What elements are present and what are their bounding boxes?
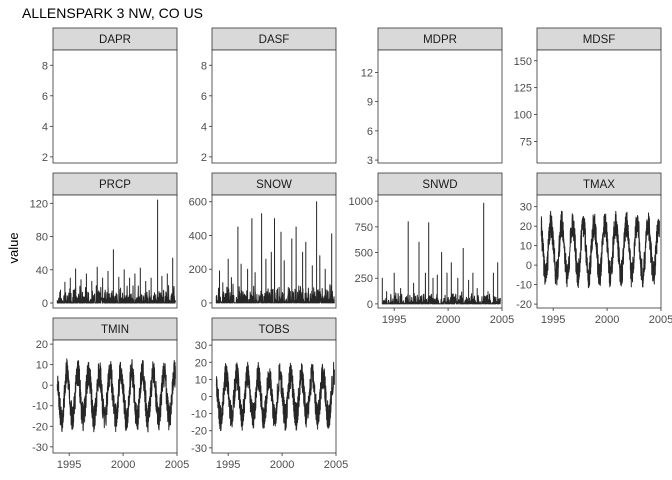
panel-background bbox=[211, 339, 337, 454]
x-tick-label: 1995 bbox=[57, 459, 81, 471]
y-tick-label: 750 bbox=[355, 222, 373, 234]
y-tick-label: 8 bbox=[201, 60, 207, 72]
y-tick-label: 150 bbox=[514, 56, 532, 68]
y-tick-label: 2 bbox=[42, 152, 48, 164]
y-tick-label: 0 bbox=[367, 299, 373, 311]
x-tick-label: 1995 bbox=[541, 314, 565, 326]
x-tick-label: 2005 bbox=[490, 314, 514, 326]
y-tick-label: 1000 bbox=[349, 196, 373, 208]
y-tick-label: 0 bbox=[201, 392, 207, 404]
y-tick-label: 0 bbox=[42, 380, 48, 392]
facet-label: SNWD bbox=[422, 179, 457, 191]
y-tick-label: 20 bbox=[36, 339, 48, 351]
y-tick-label: 0 bbox=[526, 260, 532, 272]
facet-label: DASF bbox=[259, 34, 290, 46]
panel-background bbox=[52, 49, 178, 164]
y-tick-label: 75 bbox=[520, 136, 532, 148]
y-tick-label: -30 bbox=[191, 443, 207, 455]
x-tick-label: 2005 bbox=[165, 459, 189, 471]
y-tick-label: 200 bbox=[189, 264, 207, 276]
y-tick-label: 400 bbox=[189, 230, 207, 242]
facet-label: TOBS bbox=[258, 324, 289, 336]
y-tick-label: 6 bbox=[367, 126, 373, 138]
y-tick-label: 125 bbox=[514, 83, 532, 95]
y-tick-label: 10 bbox=[520, 241, 532, 253]
series-line-snow bbox=[215, 201, 335, 304]
y-tick-label: 20 bbox=[195, 357, 207, 369]
facet-label: SNOW bbox=[256, 179, 292, 191]
facet-panel-snow: SNOW 0 200 400 600 bbox=[189, 172, 337, 310]
facet-label: MDPR bbox=[423, 34, 457, 46]
y-tick-label: 30 bbox=[195, 340, 207, 352]
panel-background bbox=[52, 339, 178, 454]
y-tick-label: 10 bbox=[36, 360, 48, 372]
y-tick-label: 500 bbox=[355, 248, 373, 260]
y-tick-label: 3 bbox=[367, 155, 373, 167]
facet-label: MDSF bbox=[583, 34, 616, 46]
x-tick-label: 2000 bbox=[595, 314, 619, 326]
facet-panel-mdsf: MDSF 75 100 125 150 bbox=[514, 27, 662, 164]
facet-panel-tmax: TMAX -20 -10 0 10 20 30 1995 2000 2005 bbox=[516, 172, 672, 326]
panel-background bbox=[52, 194, 178, 309]
y-tick-label: 100 bbox=[514, 110, 532, 122]
y-tick-label: 8 bbox=[42, 60, 48, 72]
series-line-prcp bbox=[56, 199, 176, 304]
panel-background bbox=[377, 194, 503, 309]
x-tick-label: 2005 bbox=[324, 459, 348, 471]
y-axis-title: value bbox=[6, 232, 21, 263]
panel-background bbox=[211, 49, 337, 164]
y-tick-label: 6 bbox=[42, 91, 48, 103]
x-tick-label: 2005 bbox=[649, 314, 672, 326]
y-tick-label: 30 bbox=[520, 202, 532, 214]
facet-label: TMIN bbox=[101, 324, 129, 336]
panel-background bbox=[536, 49, 662, 164]
series-line-tmax bbox=[540, 210, 660, 289]
y-tick-label: -10 bbox=[516, 280, 532, 292]
facet-panel-prcp: PRCP 0 40 80 120 bbox=[30, 172, 178, 310]
facet-panel-dapr: DAPR 2 4 6 8 bbox=[42, 27, 178, 164]
panel-background bbox=[536, 194, 662, 309]
y-tick-label: 10 bbox=[195, 374, 207, 386]
y-tick-label: 120 bbox=[30, 198, 48, 210]
y-tick-label: 20 bbox=[520, 221, 532, 233]
y-tick-label: -20 bbox=[32, 421, 48, 433]
y-tick-label: -10 bbox=[191, 409, 207, 421]
x-tick-label: 1995 bbox=[216, 459, 240, 471]
x-tick-label: 2000 bbox=[111, 459, 135, 471]
series-line-snwd bbox=[381, 202, 501, 305]
series-line-tobs bbox=[215, 361, 335, 432]
facet-label: DAPR bbox=[99, 34, 131, 46]
y-tick-label: -30 bbox=[32, 442, 48, 454]
y-tick-label: -20 bbox=[191, 426, 207, 438]
y-tick-label: 0 bbox=[201, 298, 207, 310]
panel-background bbox=[377, 49, 503, 164]
y-tick-label: 4 bbox=[201, 121, 207, 133]
y-tick-label: 6 bbox=[201, 91, 207, 103]
y-tick-label: 12 bbox=[361, 67, 373, 79]
x-tick-label: 2000 bbox=[270, 459, 294, 471]
y-tick-label: 0 bbox=[42, 298, 48, 310]
y-tick-label: 9 bbox=[367, 97, 373, 109]
y-tick-label: -10 bbox=[32, 401, 48, 413]
facet-panel-snwd: SNWD 0 250 500 750 1000 1995 2000 2005 bbox=[349, 172, 514, 326]
facet-panel-dasf: DASF 2 4 6 8 bbox=[201, 27, 337, 164]
y-tick-label: 40 bbox=[36, 265, 48, 277]
y-tick-label: -20 bbox=[516, 299, 532, 311]
facet-grid: DAPR2468DASF2468MDPR36912MDSF75100125150… bbox=[30, 27, 672, 471]
facet-label: PRCP bbox=[99, 179, 131, 191]
chart-title: ALLENSPARK 3 NW, CO US bbox=[22, 5, 203, 21]
y-tick-label: 4 bbox=[42, 121, 48, 133]
facet-panel-tmin: TMIN -30 -20 -10 0 10 20 1995 2000 2005 bbox=[32, 317, 189, 471]
series-line-tmin bbox=[56, 358, 176, 433]
x-tick-label: 2000 bbox=[436, 314, 460, 326]
y-tick-label: 2 bbox=[201, 152, 207, 164]
y-tick-label: 80 bbox=[36, 232, 48, 244]
facet-panel-mdpr: MDPR 3 6 9 12 bbox=[361, 27, 503, 167]
facet-panel-tobs: TOBS -30 -20 -10 0 10 20 30 1995 2000 2005 bbox=[191, 317, 348, 471]
y-tick-label: 250 bbox=[355, 273, 373, 285]
y-tick-label: 600 bbox=[189, 197, 207, 209]
facet-label: TMAX bbox=[583, 179, 615, 191]
x-tick-label: 1995 bbox=[382, 314, 406, 326]
